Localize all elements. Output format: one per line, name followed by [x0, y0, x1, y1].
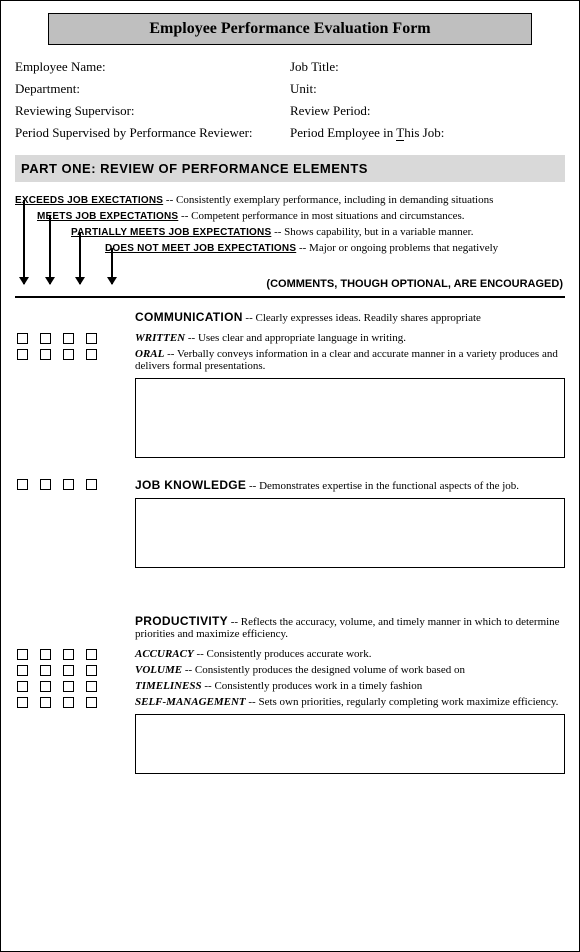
field-reviewing-supervisor: Reviewing Supervisor: — [15, 103, 290, 119]
checkbox[interactable] — [86, 333, 97, 344]
row-accuracy: ACCURACY -- Consistently produces accura… — [15, 648, 565, 660]
legend-partial-desc: -- Shows capability, but in a variable m… — [271, 226, 473, 238]
checkbox[interactable] — [63, 681, 74, 692]
comment-box-communication[interactable] — [135, 378, 565, 458]
legend-partial-label: PARTIALLY MEETS JOB EXPECTATIONS — [71, 227, 271, 238]
checkbox[interactable] — [86, 479, 97, 490]
oral-label: ORAL — [135, 348, 164, 360]
checkbox[interactable] — [40, 479, 51, 490]
written-label: WRITTEN — [135, 332, 185, 344]
checkbox[interactable] — [86, 681, 97, 692]
legend-arrows — [15, 256, 565, 292]
checkbox[interactable] — [40, 665, 51, 676]
checkbox[interactable] — [86, 349, 97, 360]
row-volume: VOLUME -- Consistently produces the desi… — [15, 664, 565, 676]
row-job-knowledge: JOB KNOWLEDGE -- Demonstrates expertise … — [15, 478, 565, 492]
checkbox[interactable] — [63, 697, 74, 708]
form-title: Employee Performance Evaluation Form — [48, 13, 532, 45]
row-oral: ORAL -- Verbally conveys information in … — [15, 348, 565, 372]
legend-exceeds-desc: -- Consistently exemplary performance, i… — [163, 194, 493, 206]
employee-info-grid: Employee Name: Job Title: Department: Un… — [15, 59, 565, 141]
accuracy-desc: -- Consistently produces accurate work. — [194, 648, 372, 660]
communication-desc: -- Clearly expresses ideas. Readily shar… — [243, 312, 481, 324]
checkbox[interactable] — [63, 649, 74, 660]
job-knowledge-title: JOB KNOWLEDGE — [135, 478, 246, 492]
comment-box-job-knowledge[interactable] — [135, 498, 565, 568]
section-communication-head: COMMUNICATION -- Clearly expresses ideas… — [135, 310, 565, 324]
checkbox[interactable] — [17, 665, 28, 676]
field-period-employee: Period Employee in This Job: — [290, 125, 565, 141]
checkbox[interactable] — [40, 697, 51, 708]
rating-legend: EXCEEDS JOB EXECTATIONS -- Consistently … — [15, 194, 565, 254]
row-timeliness: TIMELINESS -- Consistently produces work… — [15, 680, 565, 692]
oral-desc: -- Verbally conveys information in a cle… — [135, 348, 558, 372]
field-employee-name: Employee Name: — [15, 59, 290, 75]
written-desc: -- Uses clear and appropriate language i… — [185, 332, 406, 344]
self-management-desc: -- Sets own priorities, regularly comple… — [246, 696, 559, 708]
legend-meets-desc: -- Competent performance in most situati… — [178, 210, 464, 222]
checkbox[interactable] — [86, 697, 97, 708]
row-self-management: SELF-MANAGEMENT -- Sets own priorities, … — [15, 696, 565, 708]
checkbox[interactable] — [17, 479, 28, 490]
checkbox[interactable] — [63, 349, 74, 360]
checkbox[interactable] — [63, 665, 74, 676]
checkbox[interactable] — [17, 681, 28, 692]
checkbox[interactable] — [40, 681, 51, 692]
timeliness-desc: -- Consistently produces work in a timel… — [202, 680, 423, 692]
checkbox[interactable] — [40, 349, 51, 360]
legend-exceeds-label: EXCEEDS JOB EXECTATIONS — [15, 195, 163, 206]
part-one-header: PART ONE: REVIEW OF PERFORMANCE ELEMENTS — [15, 155, 565, 182]
field-job-title: Job Title: — [290, 59, 565, 75]
checkbox[interactable] — [40, 333, 51, 344]
accuracy-label: ACCURACY — [135, 648, 194, 660]
timeliness-label: TIMELINESS — [135, 680, 202, 692]
checkbox[interactable] — [17, 333, 28, 344]
volume-desc: -- Consistently produces the designed vo… — [182, 664, 465, 676]
field-period-supervised: Period Supervised by Performance Reviewe… — [15, 125, 290, 141]
legend-doesnot-label: DOES NOT MEET JOB EXPECTATIONS — [105, 243, 296, 254]
section-productivity-head: PRODUCTIVITY -- Reflects the accuracy, v… — [135, 614, 565, 640]
divider — [15, 296, 565, 298]
row-written: WRITTEN -- Uses clear and appropriate la… — [15, 332, 565, 344]
checkbox[interactable] — [63, 479, 74, 490]
checkbox[interactable] — [17, 349, 28, 360]
checkbox[interactable] — [17, 697, 28, 708]
volume-label: VOLUME — [135, 664, 182, 676]
checkbox[interactable] — [40, 649, 51, 660]
checkbox[interactable] — [63, 333, 74, 344]
checkbox[interactable] — [17, 649, 28, 660]
checkbox[interactable] — [86, 665, 97, 676]
communication-title: COMMUNICATION — [135, 310, 243, 324]
field-unit: Unit: — [290, 81, 565, 97]
legend-doesnot-desc: -- Major or ongoing problems that negati… — [296, 242, 498, 254]
field-department: Department: — [15, 81, 290, 97]
comment-box-productivity[interactable] — [135, 714, 565, 774]
self-management-label: SELF-MANAGEMENT — [135, 696, 246, 708]
productivity-title: PRODUCTIVITY — [135, 614, 228, 628]
legend-meets-label: MEETS JOB EXPECTATIONS — [37, 211, 178, 222]
job-knowledge-desc: -- Demonstrates expertise in the functio… — [246, 480, 519, 492]
checkbox[interactable] — [86, 649, 97, 660]
field-review-period: Review Period: — [290, 103, 565, 119]
